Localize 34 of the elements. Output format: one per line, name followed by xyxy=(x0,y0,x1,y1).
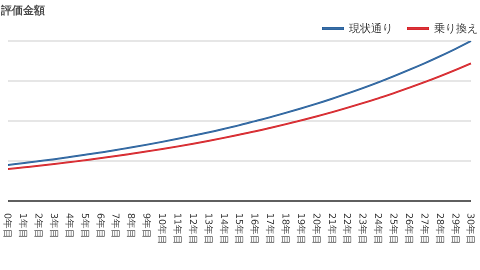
x-tick-label: 1年目 xyxy=(17,213,30,240)
x-tick-label: 21年目 xyxy=(326,213,338,246)
x-tick-label: 24年目 xyxy=(372,213,384,246)
x-tick-label: 6年目 xyxy=(94,213,106,240)
x-tick-label: 8年目 xyxy=(125,213,138,240)
x-tick-label: 11年目 xyxy=(171,213,184,246)
x-tick-label: 29年目 xyxy=(449,213,462,246)
x-tick-label: 25年目 xyxy=(388,213,400,246)
x-tick-label: 7年目 xyxy=(110,213,122,240)
x-tick-label: 16年目 xyxy=(248,213,261,246)
x-tick-label: 12年目 xyxy=(186,213,199,246)
x-tick-label: 27年目 xyxy=(418,213,430,246)
x-tick-label: 14年目 xyxy=(218,213,230,246)
x-tick-label: 20年目 xyxy=(310,213,322,246)
y-axis-title: 評価金額 xyxy=(0,4,45,17)
x-tick-label: 30年目 xyxy=(464,213,477,246)
x-tick-label: 4年目 xyxy=(63,213,76,240)
x-tick-label: 3年目 xyxy=(48,213,60,240)
x-tick-label: 28年目 xyxy=(434,213,446,246)
x-tick-label: 9年目 xyxy=(140,213,153,240)
x-tick-label: 23年目 xyxy=(356,213,369,246)
x-tick-label: 10年目 xyxy=(156,213,168,246)
x-tick-label: 17年目 xyxy=(264,213,276,246)
x-tick-label: 18年目 xyxy=(279,213,292,246)
x-tick-label: 15年目 xyxy=(233,213,246,246)
legend-label: 乗り換え xyxy=(434,21,478,36)
legend-label: 現状通り xyxy=(349,21,393,36)
x-tick-label: 19年目 xyxy=(294,213,307,246)
x-tick-label: 26年目 xyxy=(402,213,415,246)
x-tick-label: 13年目 xyxy=(202,213,214,246)
x-tick-label: 0年目 xyxy=(2,213,14,240)
x-tick-label: 22年目 xyxy=(341,213,354,246)
x-tick-label: 2年目 xyxy=(32,213,45,240)
x-tick-label: 5年目 xyxy=(78,213,91,240)
